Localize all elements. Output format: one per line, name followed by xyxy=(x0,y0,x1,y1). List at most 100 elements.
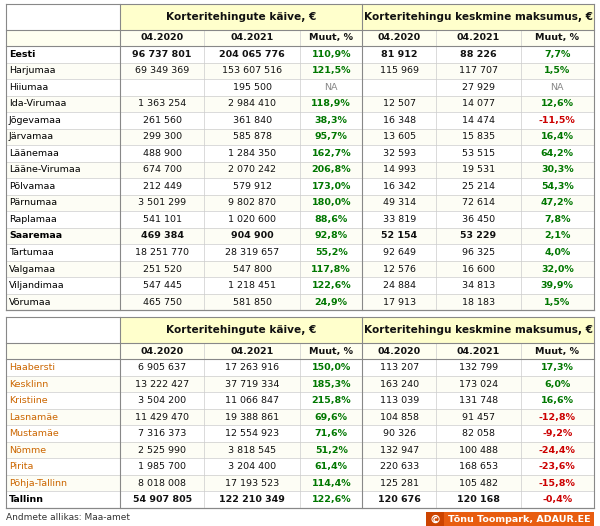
Text: 96 737 801: 96 737 801 xyxy=(133,50,192,59)
Bar xyxy=(6,129,594,145)
Bar xyxy=(426,512,444,526)
Text: 49 314: 49 314 xyxy=(383,198,416,207)
Text: 1 985 700: 1 985 700 xyxy=(138,462,186,471)
Text: 121,5%: 121,5% xyxy=(311,66,351,75)
Text: 585 878: 585 878 xyxy=(233,133,272,141)
Bar xyxy=(6,261,594,277)
Text: Mustamäe: Mustamäe xyxy=(9,429,59,438)
Bar xyxy=(6,195,594,211)
Bar xyxy=(6,491,594,508)
Text: 1 020 600: 1 020 600 xyxy=(228,215,276,224)
Text: 1 363 254: 1 363 254 xyxy=(138,99,187,108)
Text: 64,2%: 64,2% xyxy=(541,149,574,158)
Text: 1,5%: 1,5% xyxy=(544,298,571,307)
Text: 30,3%: 30,3% xyxy=(541,166,574,175)
Text: 122 210 349: 122 210 349 xyxy=(219,495,285,504)
Text: 27 929: 27 929 xyxy=(462,83,495,92)
Text: 180,0%: 180,0% xyxy=(311,198,351,207)
Text: 168 653: 168 653 xyxy=(458,462,498,471)
Text: 72 614: 72 614 xyxy=(462,198,495,207)
Text: Korteritehingu keskmine maksumus, €: Korteritehingu keskmine maksumus, € xyxy=(364,325,593,335)
Text: 261 560: 261 560 xyxy=(143,116,182,125)
Text: 3 504 200: 3 504 200 xyxy=(138,396,186,405)
Bar xyxy=(6,4,594,310)
Text: 118,9%: 118,9% xyxy=(311,99,351,108)
Text: Korteritehingu keskmine maksumus, €: Korteritehingu keskmine maksumus, € xyxy=(364,12,593,22)
Text: 6,0%: 6,0% xyxy=(544,380,571,389)
Text: 110,9%: 110,9% xyxy=(311,50,351,59)
Text: 28 319 657: 28 319 657 xyxy=(225,248,279,257)
Bar xyxy=(120,317,362,343)
Text: 88 226: 88 226 xyxy=(460,50,497,59)
Text: Viljandimaa: Viljandimaa xyxy=(9,281,65,290)
Text: 34 813: 34 813 xyxy=(461,281,495,290)
Bar xyxy=(362,317,594,343)
Text: 8 018 008: 8 018 008 xyxy=(138,479,186,488)
Text: 19 531: 19 531 xyxy=(461,166,495,175)
Text: 1 284 350: 1 284 350 xyxy=(228,149,276,158)
Text: 251 520: 251 520 xyxy=(143,265,182,274)
Text: 469 384: 469 384 xyxy=(140,231,184,240)
Text: 71,6%: 71,6% xyxy=(315,429,348,438)
Text: Muut, %: Muut, % xyxy=(535,33,579,43)
Text: 3 818 545: 3 818 545 xyxy=(228,446,276,454)
Text: 195 500: 195 500 xyxy=(233,83,272,92)
Text: Harjumaa: Harjumaa xyxy=(9,66,56,75)
Text: Haabersti: Haabersti xyxy=(9,363,55,372)
Text: 488 900: 488 900 xyxy=(143,149,182,158)
Text: 120 676: 120 676 xyxy=(378,495,421,504)
Text: 674 700: 674 700 xyxy=(143,166,182,175)
Bar xyxy=(6,343,594,359)
Text: Kesklinn: Kesklinn xyxy=(9,380,48,389)
Text: 52 154: 52 154 xyxy=(381,231,417,240)
Bar xyxy=(6,145,594,161)
Text: 16 348: 16 348 xyxy=(383,116,416,125)
Text: 11 429 470: 11 429 470 xyxy=(135,413,189,422)
Text: 69 349 369: 69 349 369 xyxy=(135,66,190,75)
Text: 04.2021: 04.2021 xyxy=(457,33,500,43)
Text: Lasnamäe: Lasnamäe xyxy=(9,413,58,422)
Text: Saaremaa: Saaremaa xyxy=(9,231,62,240)
Text: 125 281: 125 281 xyxy=(380,479,419,488)
Text: -12,8%: -12,8% xyxy=(539,413,576,422)
Text: 131 748: 131 748 xyxy=(458,396,498,405)
Text: 6 905 637: 6 905 637 xyxy=(138,363,186,372)
Bar xyxy=(6,359,594,376)
Text: 04.2021: 04.2021 xyxy=(230,347,274,356)
Text: 7,8%: 7,8% xyxy=(544,215,571,224)
Text: 18 183: 18 183 xyxy=(461,298,495,307)
Text: 113 039: 113 039 xyxy=(380,396,419,405)
Text: 2,1%: 2,1% xyxy=(544,231,571,240)
Text: 173 024: 173 024 xyxy=(458,380,498,389)
Text: 1,5%: 1,5% xyxy=(544,66,571,75)
Text: 212 449: 212 449 xyxy=(143,182,182,191)
Text: 17 263 916: 17 263 916 xyxy=(225,363,279,372)
Text: 1 218 451: 1 218 451 xyxy=(228,281,276,290)
Text: 11 066 847: 11 066 847 xyxy=(225,396,279,405)
Text: 105 482: 105 482 xyxy=(459,479,498,488)
Text: Kristiine: Kristiine xyxy=(9,396,47,405)
Text: 3 204 400: 3 204 400 xyxy=(228,462,276,471)
Text: 17,3%: 17,3% xyxy=(541,363,574,372)
Bar xyxy=(6,392,594,409)
Text: 53 229: 53 229 xyxy=(460,231,496,240)
Text: 39,9%: 39,9% xyxy=(541,281,574,290)
Text: ©: © xyxy=(430,515,440,525)
Text: 92,8%: 92,8% xyxy=(314,231,348,240)
Text: 204 065 776: 204 065 776 xyxy=(220,50,285,59)
Bar xyxy=(6,376,594,392)
Text: 185,3%: 185,3% xyxy=(311,380,351,389)
Text: 33 819: 33 819 xyxy=(383,215,416,224)
Text: -24,4%: -24,4% xyxy=(539,446,575,454)
Text: Läänemaa: Läänemaa xyxy=(9,149,59,158)
Text: NA: NA xyxy=(551,83,564,92)
Bar xyxy=(6,426,594,442)
Text: Põlvamaa: Põlvamaa xyxy=(9,182,55,191)
Text: 37 719 334: 37 719 334 xyxy=(225,380,280,389)
Text: Nõmme: Nõmme xyxy=(9,446,46,454)
Text: 163 240: 163 240 xyxy=(380,380,419,389)
Text: 54,3%: 54,3% xyxy=(541,182,574,191)
Text: Muut, %: Muut, % xyxy=(535,347,579,356)
Text: Võrumaa: Võrumaa xyxy=(9,298,52,307)
Text: Tõnu Toompark, ADAUR.EE: Tõnu Toompark, ADAUR.EE xyxy=(448,515,590,524)
